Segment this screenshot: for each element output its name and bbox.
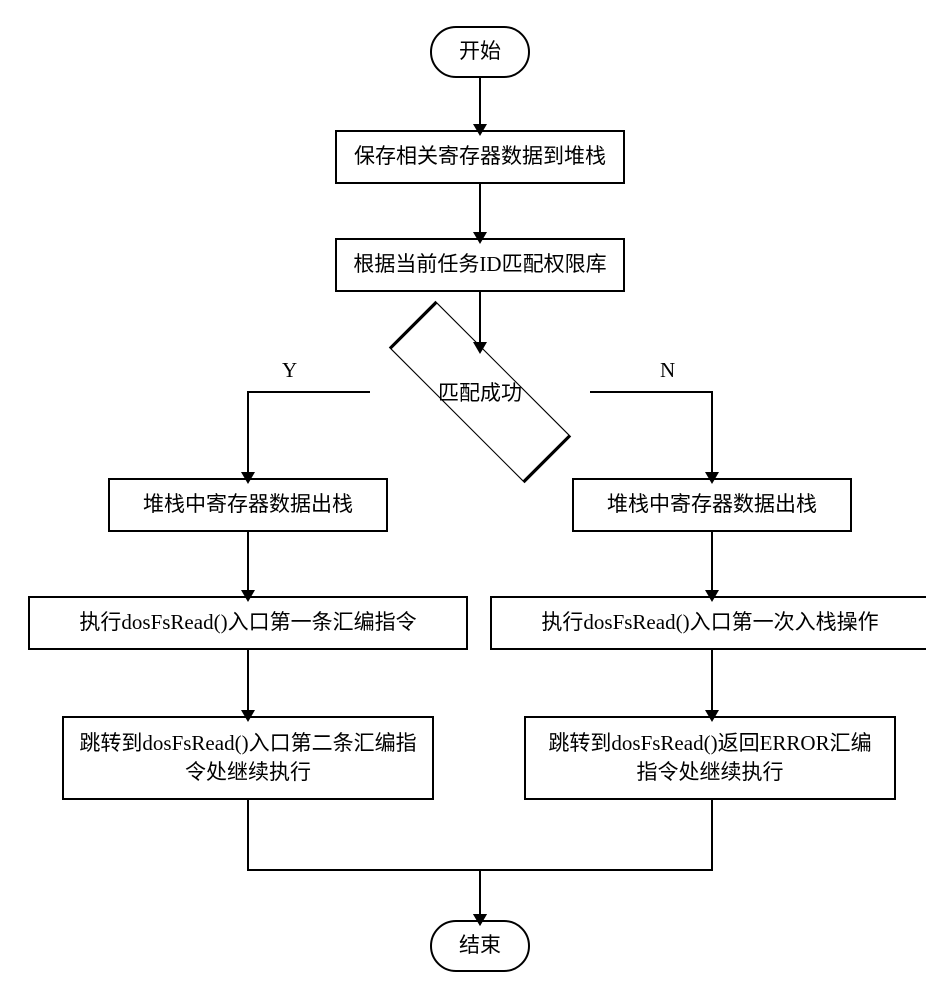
flow-process-jump-return-error-label: 跳转到dosFsRead()返回ERROR汇编指令处继续执行 <box>538 729 882 788</box>
flow-process-pop-stack-right: 堆栈中寄存器数据出栈 <box>572 478 852 532</box>
flow-process-match-permission-label: 根据当前任务ID匹配权限库 <box>353 250 606 279</box>
flow-edge-3 <box>248 392 370 478</box>
flow-process-jump-return-error: 跳转到dosFsRead()返回ERROR汇编指令处继续执行 <box>524 716 896 800</box>
flow-edge-9 <box>248 800 480 920</box>
flow-process-match-permission: 根据当前任务ID匹配权限库 <box>335 238 625 292</box>
flow-end-terminator: 结束 <box>430 920 530 972</box>
flow-process-save-registers: 保存相关寄存器数据到堆栈 <box>335 130 625 184</box>
flow-edge-4 <box>590 392 712 478</box>
flow-process-pop-stack-left: 堆栈中寄存器数据出栈 <box>108 478 388 532</box>
flow-process-jump-second-instr: 跳转到dosFsRead()入口第二条汇编指令处继续执行 <box>62 716 434 800</box>
flow-process-exec-first-instr: 执行dosFsRead()入口第一条汇编指令 <box>28 596 468 650</box>
flow-process-save-registers-label: 保存相关寄存器数据到堆栈 <box>354 142 606 171</box>
flow-process-jump-second-instr-label: 跳转到dosFsRead()入口第二条汇编指令处继续执行 <box>76 729 420 788</box>
flow-end-label: 结束 <box>459 931 501 960</box>
flow-decision-match-success: 匹配成功 <box>420 332 540 452</box>
flow-decision-label: 匹配成功 <box>420 332 540 452</box>
flow-start-label: 开始 <box>459 37 501 66</box>
flow-edge-label-yes: Y <box>282 358 297 383</box>
flow-process-pop-stack-left-label: 堆栈中寄存器数据出栈 <box>143 490 353 519</box>
flow-process-pop-stack-right-label: 堆栈中寄存器数据出栈 <box>607 490 817 519</box>
flow-edge-label-no: N <box>660 358 675 383</box>
flow-edge-10 <box>480 800 712 920</box>
flow-process-exec-first-instr-label: 执行dosFsRead()入口第一条汇编指令 <box>79 608 416 637</box>
flow-process-exec-first-push: 执行dosFsRead()入口第一次入栈操作 <box>490 596 926 650</box>
flow-start-terminator: 开始 <box>430 26 530 78</box>
flow-process-exec-first-push-label: 执行dosFsRead()入口第一次入栈操作 <box>541 608 878 637</box>
